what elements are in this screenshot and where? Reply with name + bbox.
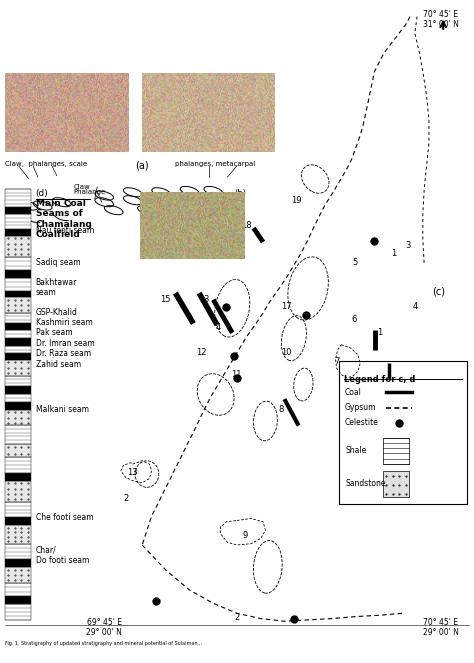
Text: 6: 6 [352, 315, 357, 324]
Bar [5, 596, 31, 604]
Text: 70° 45' E
29° 00' N: 70° 45' E 29° 00' N [423, 618, 459, 637]
Text: 8: 8 [279, 405, 284, 414]
Bar [5, 213, 31, 229]
Text: (b): (b) [234, 189, 246, 198]
Text: 4: 4 [412, 302, 418, 311]
Bar [5, 236, 31, 257]
Bar [5, 568, 31, 583]
Bar [5, 604, 31, 620]
Text: Fig. 1. Stratigraphy of updated stratigraphy and mineral potential of Sulaiman..: Fig. 1. Stratigraphy of updated stratigr… [5, 640, 202, 646]
Text: 10: 10 [282, 348, 292, 357]
Text: Sandstone: Sandstone [345, 479, 385, 489]
Text: 70° 45' E
31° 00' N: 70° 45' E 31° 00' N [423, 10, 459, 29]
Text: Main Coal
Seams of
Chamalang
Coalfield: Main Coal Seams of Chamalang Coalfield [36, 199, 92, 239]
Text: 7: 7 [334, 357, 339, 366]
Text: Bakhtawar
seam: Bakhtawar seam [36, 278, 77, 298]
Bar [383, 438, 409, 464]
Text: 12: 12 [196, 348, 207, 357]
Text: Claw: Claw [73, 184, 90, 190]
Text: 4: 4 [215, 323, 221, 332]
Text: Phalange: Phalange [73, 189, 106, 196]
FancyBboxPatch shape [339, 361, 467, 504]
Text: 69° 45' E
29° 00' N: 69° 45' E 29° 00' N [86, 618, 122, 637]
Text: Nau footi seam: Nau footi seam [36, 226, 94, 235]
FancyArrowPatch shape [26, 217, 40, 223]
Bar [5, 544, 31, 560]
Text: 1: 1 [391, 249, 396, 258]
Text: (a): (a) [136, 160, 149, 170]
Bar [5, 525, 31, 544]
Text: Char/
Do footi seam: Char/ Do footi seam [36, 545, 89, 565]
Text: Celestite: Celestite [345, 418, 379, 428]
Text: 1: 1 [377, 328, 383, 337]
Text: 9: 9 [243, 530, 248, 540]
Text: 17: 17 [282, 302, 292, 311]
Bar [5, 208, 31, 213]
Bar [5, 360, 31, 375]
Text: 13: 13 [128, 467, 138, 477]
Bar [5, 502, 31, 517]
Bar [5, 229, 31, 236]
Text: 15: 15 [160, 295, 170, 304]
Text: Shale: Shale [345, 446, 366, 455]
Text: 16: 16 [214, 244, 224, 253]
Bar [5, 345, 31, 353]
Bar [5, 410, 31, 426]
Text: Sadiq seam: Sadiq seam [36, 258, 80, 267]
Bar [5, 257, 31, 270]
Bar [5, 426, 31, 444]
Bar [5, 291, 31, 297]
Text: Che footi seam: Che footi seam [36, 512, 93, 522]
Bar [5, 313, 31, 324]
Bar [5, 324, 31, 330]
Bar [383, 471, 409, 497]
Text: Claw,  phalanges, scale: Claw, phalanges, scale [5, 161, 87, 168]
Bar [5, 375, 31, 386]
Text: 18: 18 [241, 221, 252, 230]
Bar [5, 457, 31, 473]
Text: 5: 5 [352, 258, 357, 267]
Bar [5, 278, 31, 291]
Bar [5, 473, 31, 481]
Text: 19: 19 [291, 196, 301, 205]
FancyArrowPatch shape [54, 215, 68, 221]
Text: Legend for c, d: Legend for c, d [344, 375, 415, 384]
Text: phalanges, metacarpal: phalanges, metacarpal [175, 161, 255, 168]
Text: GSP-Khalid
Kashmiri seam
Pak seam
Dr. Imran seam
Dr. Raza seam
Zahid seam: GSP-Khalid Kashmiri seam Pak seam Dr. Im… [36, 308, 94, 369]
Bar [5, 444, 31, 457]
Bar [5, 394, 31, 402]
Bar [5, 402, 31, 410]
Bar [5, 481, 31, 502]
Bar [5, 297, 31, 313]
Text: 3: 3 [405, 241, 410, 250]
Bar [5, 560, 31, 568]
Bar [5, 353, 31, 360]
Bar [5, 337, 31, 345]
Text: (c): (c) [432, 286, 445, 297]
Text: Malkani seam: Malkani seam [36, 404, 89, 414]
Bar [5, 517, 31, 525]
Text: Coal: Coal [345, 388, 362, 397]
Bar [5, 330, 31, 337]
Text: 2: 2 [234, 613, 240, 623]
Bar [5, 270, 31, 278]
Bar [5, 583, 31, 596]
Text: 2: 2 [123, 494, 128, 503]
Text: Gypsum: Gypsum [345, 403, 376, 412]
Text: (d): (d) [36, 189, 48, 198]
Bar [5, 189, 31, 208]
Text: 3: 3 [203, 295, 209, 304]
Bar [5, 386, 31, 394]
Text: 11: 11 [231, 370, 241, 379]
